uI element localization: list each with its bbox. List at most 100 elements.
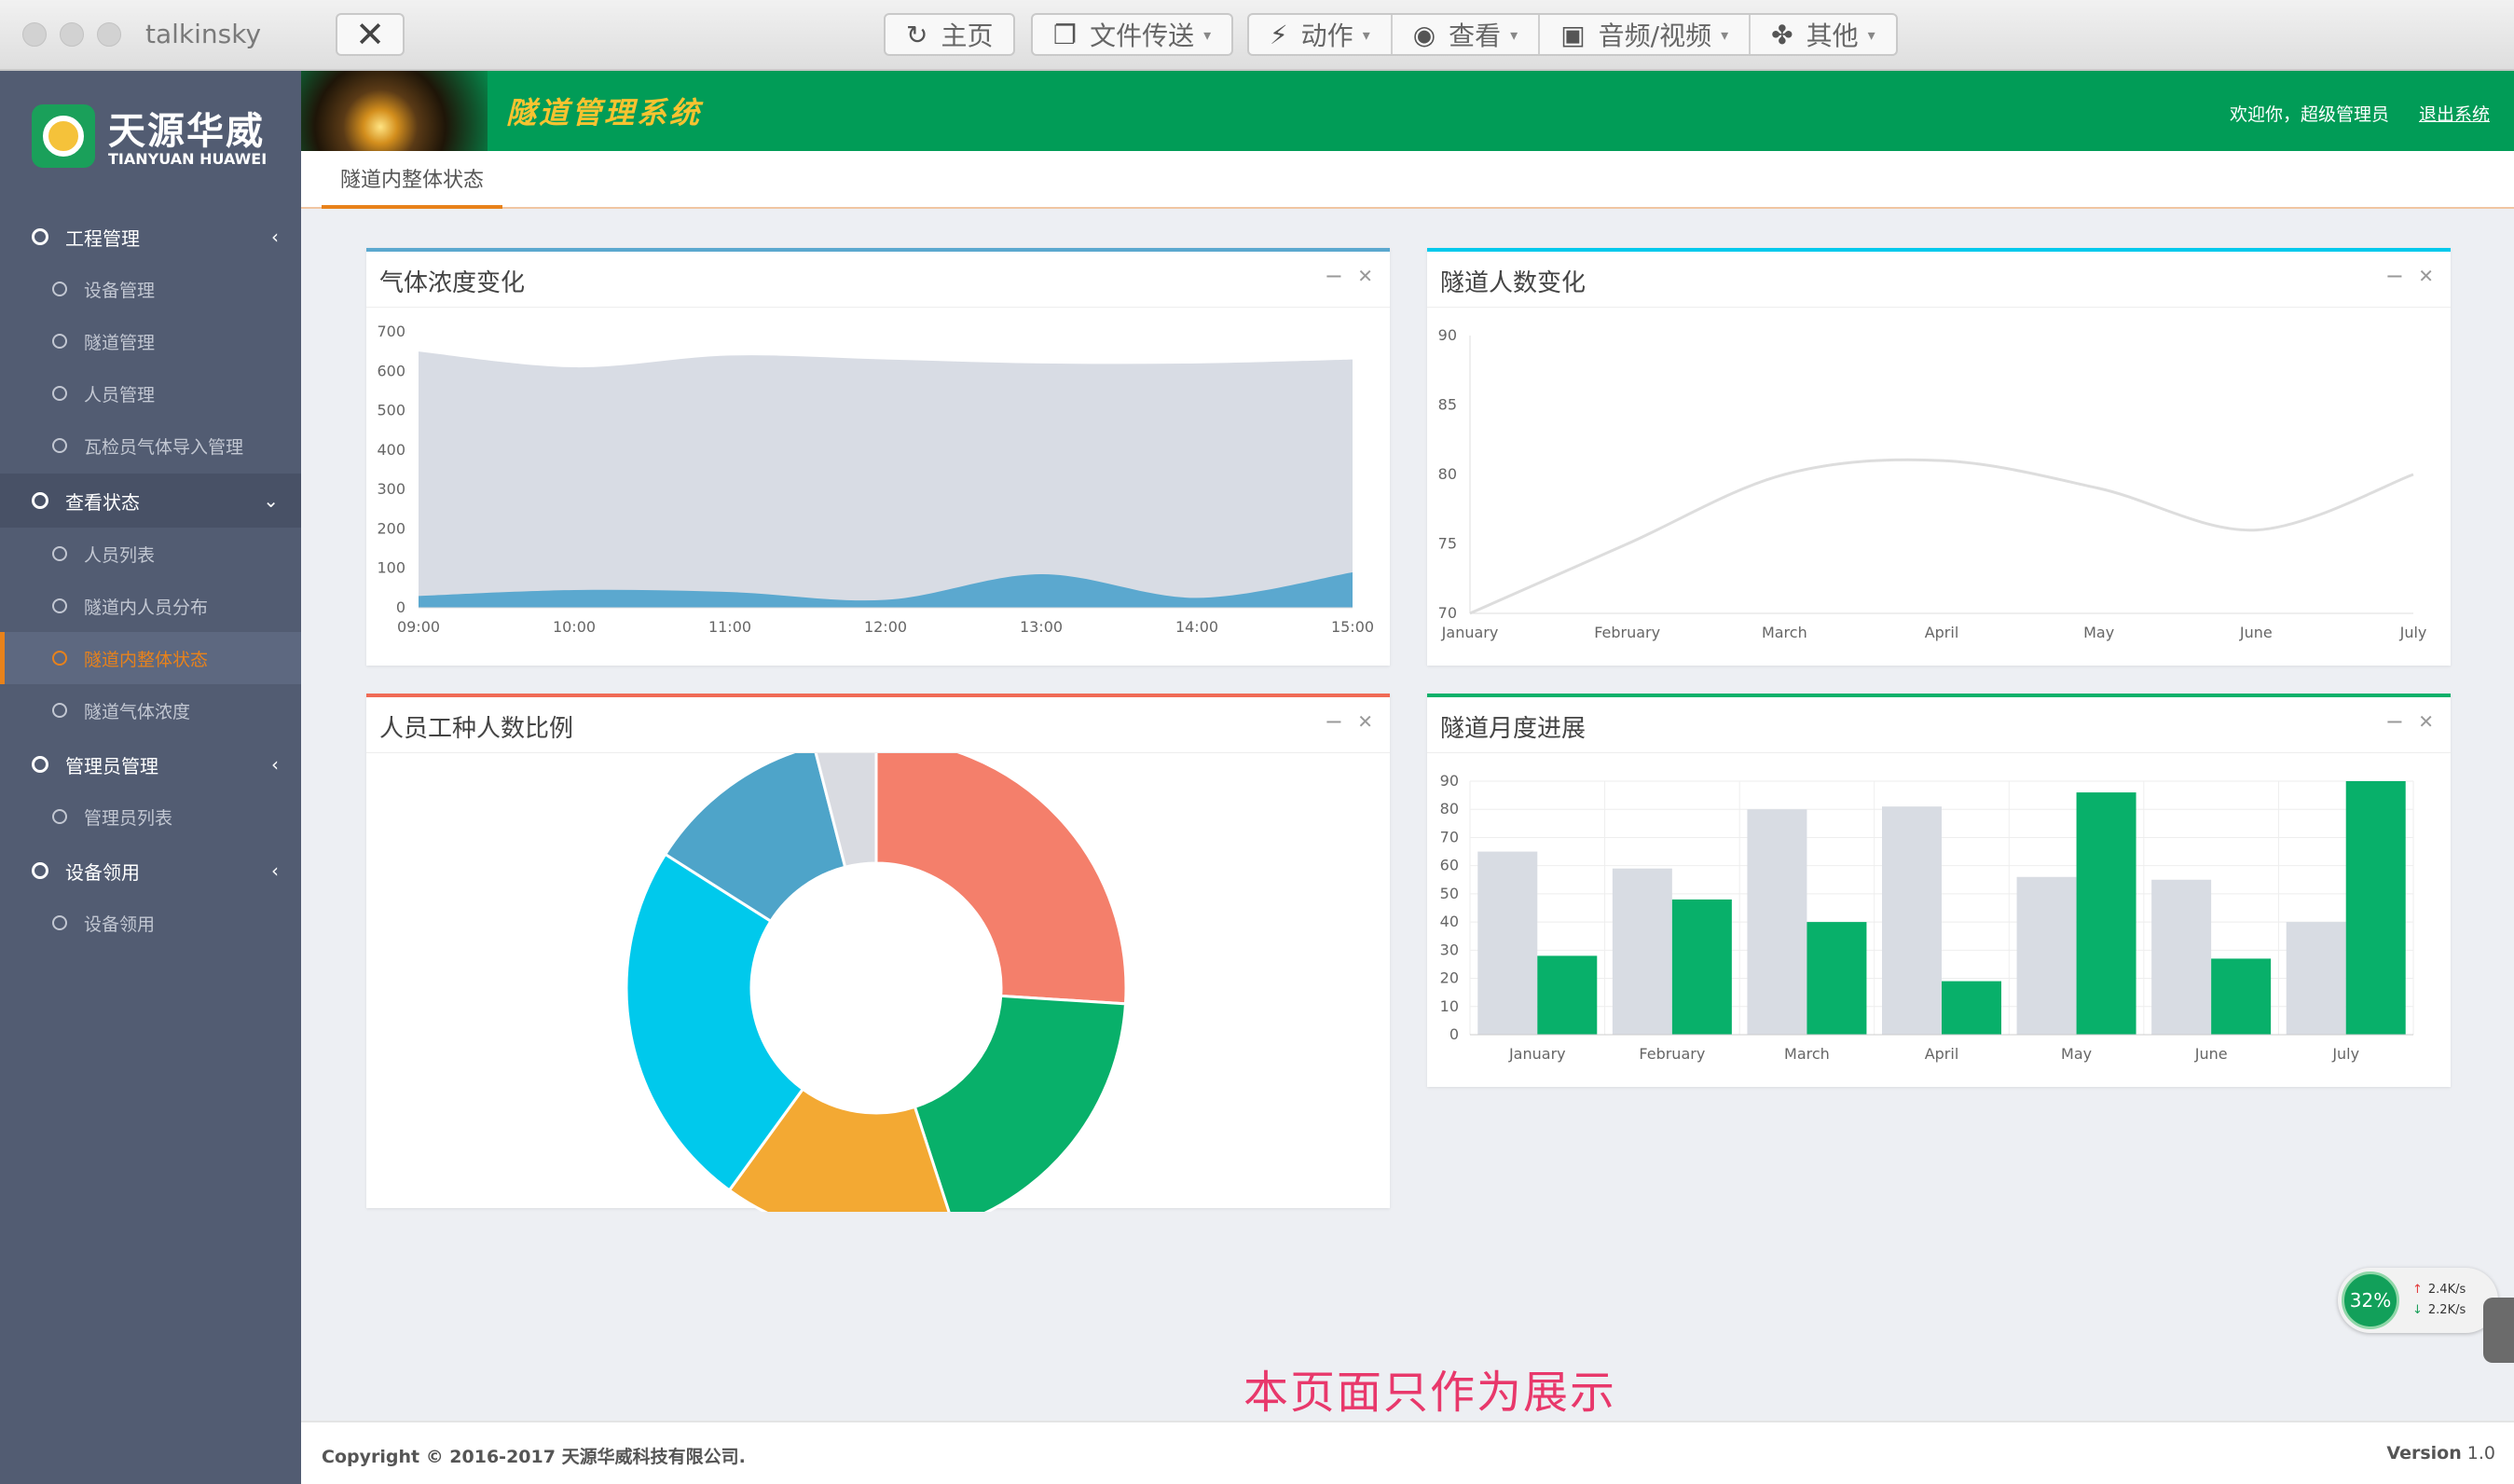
puzzle-icon: ✤ xyxy=(1771,19,1793,50)
close-icon[interactable]: ✕ xyxy=(1357,710,1373,733)
circle-icon xyxy=(52,438,67,453)
x-tick-label: April xyxy=(1925,624,1959,641)
sidebar-item-label: 隧道气体浓度 xyxy=(84,701,191,722)
sidebar-item-label: 人员管理 xyxy=(84,384,156,405)
sidebar-group-engineering[interactable]: 工程管理 ‹ xyxy=(0,211,301,263)
progress-bar-chart: 0 10 20 30 40 50 60 70 80 90 January February March A… xyxy=(1440,772,2414,1063)
sidebar-group-admin[interactable]: 管理员管理 ‹ xyxy=(0,738,301,790)
toolbar-audio-video-button[interactable]: ▣ 音频/视频 ▾ xyxy=(1540,15,1752,54)
lightning-icon: ⚡ xyxy=(1270,19,1288,50)
sidebar-item-personnel-distribution[interactable]: 隧道内人员分布 xyxy=(0,580,301,632)
upload-speed: ↑ 2.4K/s xyxy=(2412,1283,2466,1297)
circle-icon xyxy=(52,386,67,401)
worker-donut-chart xyxy=(625,753,1128,1212)
x-tick-label: 15:00 xyxy=(1331,618,1374,636)
close-icon[interactable]: ✕ xyxy=(2418,265,2434,287)
window-minimize-light[interactable] xyxy=(60,22,84,47)
area-series-1 xyxy=(419,571,1353,608)
y-tick-label: 10 xyxy=(1440,997,1459,1015)
x-tick-label: 12:00 xyxy=(864,618,907,636)
toolbar-action-button[interactable]: ⚡ 动作 ▾ xyxy=(1249,15,1393,54)
bar-may-series-1 xyxy=(2076,792,2136,1035)
chevron-down-icon: ▾ xyxy=(1362,25,1370,44)
side-drawer-tab[interactable] xyxy=(2483,1298,2514,1363)
toolbar-other-button[interactable]: ✤ 其他 ▾ xyxy=(1751,15,1896,54)
y-tick-label: 75 xyxy=(1438,535,1457,553)
panel-header: 人员工种人数比例 − ✕ xyxy=(366,697,1390,753)
panel-title: 隧道月度进展 xyxy=(1440,715,1587,743)
circle-icon xyxy=(52,809,67,824)
circle-icon xyxy=(52,915,67,930)
close-icon[interactable]: ✕ xyxy=(1357,265,1373,287)
circle-icon xyxy=(32,228,48,245)
circle-icon xyxy=(52,703,67,718)
bar-january-series-1 xyxy=(1537,955,1598,1035)
upload-speed-value: 2.4K/s xyxy=(2427,1283,2466,1297)
sidebar-item-personnel-list[interactable]: 人员列表 xyxy=(0,528,301,580)
sidebar-group-label: 工程管理 xyxy=(65,227,140,250)
window-title: talkinsky xyxy=(145,19,262,49)
circle-icon xyxy=(52,282,67,296)
close-session-button[interactable]: ✕ xyxy=(336,13,405,56)
gas-area-chart: 0 100 200 300 400 500 600 700 09:00 10:00 11:00 12:… xyxy=(377,323,1374,636)
tab-overall-status[interactable]: 隧道内整体状态 xyxy=(322,151,503,209)
gas-concentration-panel: 气体浓度变化 − ✕ 0 100 200 300 400 500 600 700 09:00 10… xyxy=(366,248,1390,666)
toolbar-home-label: 主页 xyxy=(941,21,994,51)
chat-bubbles-icon: ▣ xyxy=(1560,19,1586,50)
y-tick-label: 500 xyxy=(377,402,405,419)
minimize-icon[interactable]: − xyxy=(2384,263,2404,289)
donut-slice-4 xyxy=(663,753,847,924)
close-icon[interactable]: ✕ xyxy=(2418,710,2434,733)
bar-june-series-1 xyxy=(2211,958,2272,1035)
brand-logo-icon xyxy=(32,104,95,168)
area-series-0 xyxy=(419,351,1353,608)
sidebar-group-view-status[interactable]: 查看状态 ⌄ xyxy=(0,474,301,528)
bar-april-series-0 xyxy=(1882,806,1942,1035)
bar-april-series-1 xyxy=(1942,981,2001,1035)
logout-link[interactable]: 退出系统 xyxy=(2418,104,2490,125)
toolbar-view-button[interactable]: ◉ 查看 ▾ xyxy=(1393,15,1541,54)
circle-icon xyxy=(52,546,67,561)
donut-slice-3 xyxy=(625,852,805,1192)
sidebar-item-admin-list[interactable]: 管理员列表 xyxy=(0,790,301,843)
y-tick-label: 50 xyxy=(1440,885,1459,902)
toolbar-file-transfer-button[interactable]: ❐ 文件传送 ▾ xyxy=(1033,15,1231,54)
minimize-icon[interactable]: − xyxy=(1324,708,1343,735)
window-titlebar: talkinsky ✕ ↻ 主页 ❐ 文件传送 ▾ ⚡ 动作 ▾ ◉ 查看 xyxy=(0,0,2514,71)
window-zoom-light[interactable] xyxy=(97,22,121,47)
sidebar-item-gas-concentration[interactable]: 隧道气体浓度 xyxy=(0,684,301,736)
minimize-icon[interactable]: − xyxy=(2384,708,2404,735)
network-speed-widget[interactable]: 32% ↑ 2.4K/s ↓ 2.2K/s xyxy=(2338,1268,2498,1333)
toolbar-view-label: 查看 xyxy=(1449,21,1502,51)
donut-slice-1 xyxy=(913,994,1128,1212)
dashboard-content: 气体浓度变化 − ✕ 0 100 200 300 400 500 600 700 09:00 10… xyxy=(301,209,2514,1421)
sidebar-item-device-management[interactable]: 设备管理 xyxy=(0,263,301,315)
sidebar-item-label: 人员列表 xyxy=(84,544,156,566)
sidebar-item-tunnel-management[interactable]: 隧道管理 xyxy=(0,315,301,367)
x-tick-label: February xyxy=(1594,624,1660,641)
brand-logo[interactable]: 天源华威 TIANYUAN HUAWEI xyxy=(0,71,301,201)
sidebar-item-gas-import[interactable]: 瓦检员气体导入管理 xyxy=(0,419,301,472)
toolbar-audio-video-label: 音频/视频 xyxy=(1598,21,1712,51)
sidebar-item-overall-status[interactable]: 隧道内整体状态 xyxy=(0,632,301,684)
x-tick-label: January xyxy=(1508,1045,1566,1063)
x-tick-label: February xyxy=(1639,1045,1705,1063)
sidebar-group-label: 管理员管理 xyxy=(65,754,158,777)
sidebar-item-device-checkout[interactable]: 设备领用 xyxy=(0,897,301,949)
tab-bar: 隧道内整体状态 xyxy=(301,151,2514,209)
sidebar-item-personnel-management[interactable]: 人员管理 xyxy=(0,367,301,419)
sidebar-group-device-checkout[interactable]: 设备领用 ‹ xyxy=(0,845,301,897)
window-close-light[interactable] xyxy=(22,22,47,47)
y-tick-label: 300 xyxy=(377,480,405,498)
toolbar-action-label: 动作 xyxy=(1300,21,1353,51)
sidebar-item-label: 隧道内整体状态 xyxy=(84,649,209,670)
minimize-icon[interactable]: − xyxy=(1324,263,1343,289)
y-tick-label: 200 xyxy=(377,519,405,537)
toolbar-home-group: ↻ 主页 xyxy=(884,13,1016,56)
toolbar-home-button[interactable]: ↻ 主页 xyxy=(886,15,1013,54)
circle-icon xyxy=(32,492,48,509)
chevron-left-icon: ‹ xyxy=(271,859,279,882)
bar-july-series-1 xyxy=(2345,781,2406,1035)
circle-icon xyxy=(32,862,48,879)
x-tick-label: May xyxy=(2061,1045,2092,1063)
